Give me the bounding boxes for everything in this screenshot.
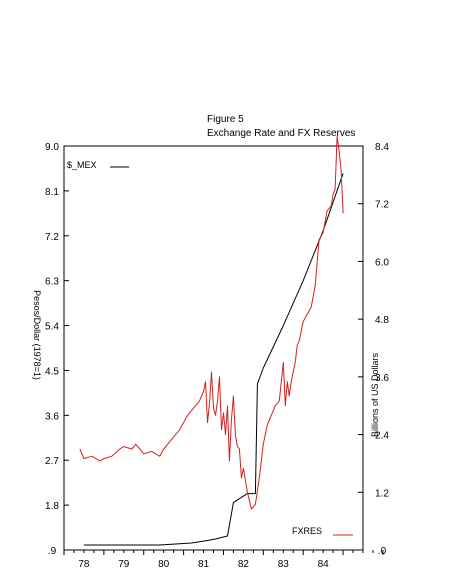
y-left-tick-label: 1.8	[45, 501, 59, 512]
y-left-tick-label: 8.1	[45, 187, 59, 198]
legend-item-mex: $_MEX	[67, 160, 129, 170]
y-right-tick-label: 4.8	[375, 315, 389, 326]
x-tick-label: 83	[278, 559, 290, 570]
x-tick-label: 82	[238, 559, 250, 570]
y-left-tick-label: 9.0	[45, 142, 59, 153]
y-left-tick-label: 4.5	[45, 366, 59, 377]
x-axis-ticks: 78 79 80 81 82 83 84	[63, 550, 384, 570]
series-group	[79, 135, 344, 546]
y-left-tick-label: 3.6	[45, 411, 59, 422]
y-left-axis-label: Pesos/Dollar (1978=1)	[32, 290, 42, 380]
x-tick-label: 84	[318, 559, 330, 570]
y-right-tick-label: 3.6	[375, 373, 389, 384]
y-right-tick-label: 7.2	[375, 200, 389, 211]
x-tick-label: 81	[198, 559, 210, 570]
y-right-tick-label: 8.4	[375, 142, 389, 153]
x-tick-label: 78	[78, 559, 90, 570]
x-tick-label: 79	[118, 559, 130, 570]
legend-label-fxres: FXRES	[292, 526, 322, 536]
chart-title: Figure 5	[207, 114, 244, 125]
x-tick-label: 80	[158, 559, 170, 570]
y-left-tick-label: 6.3	[45, 277, 59, 288]
legend-item-fxres: FXRES	[292, 526, 353, 536]
plot-frame	[63, 145, 364, 551]
y-left-tick-label: 5.4	[45, 322, 59, 333]
y-right-axis-ticks: .0 1.2 2.4 3.6 4.8 6.0 7.2 8.4	[358, 142, 389, 557]
y-left-tick-label: .9	[48, 546, 57, 557]
y-right-tick-label: 1.2	[375, 488, 389, 499]
y-left-tick-label: 7.2	[45, 232, 59, 243]
chart-subtitle: Exchange Rate and FX Reserves	[207, 128, 355, 139]
y-left-axis-ticks: .9 1.8 2.7 3.6 4.5 5.4 6.3 7.2 8.1 9.0	[45, 142, 69, 557]
series-line-mex	[83, 173, 344, 546]
series-line-fxres	[79, 135, 344, 510]
y-right-tick-label: 6.0	[375, 257, 389, 268]
y-right-tick-label: 2.4	[375, 431, 389, 442]
y-right-axis-label: Billions of US Dollars	[370, 352, 380, 437]
y-left-tick-label: 2.7	[45, 456, 59, 467]
y-right-tick-label: .0	[378, 546, 387, 557]
legend-label-mex: $_MEX	[67, 160, 97, 170]
